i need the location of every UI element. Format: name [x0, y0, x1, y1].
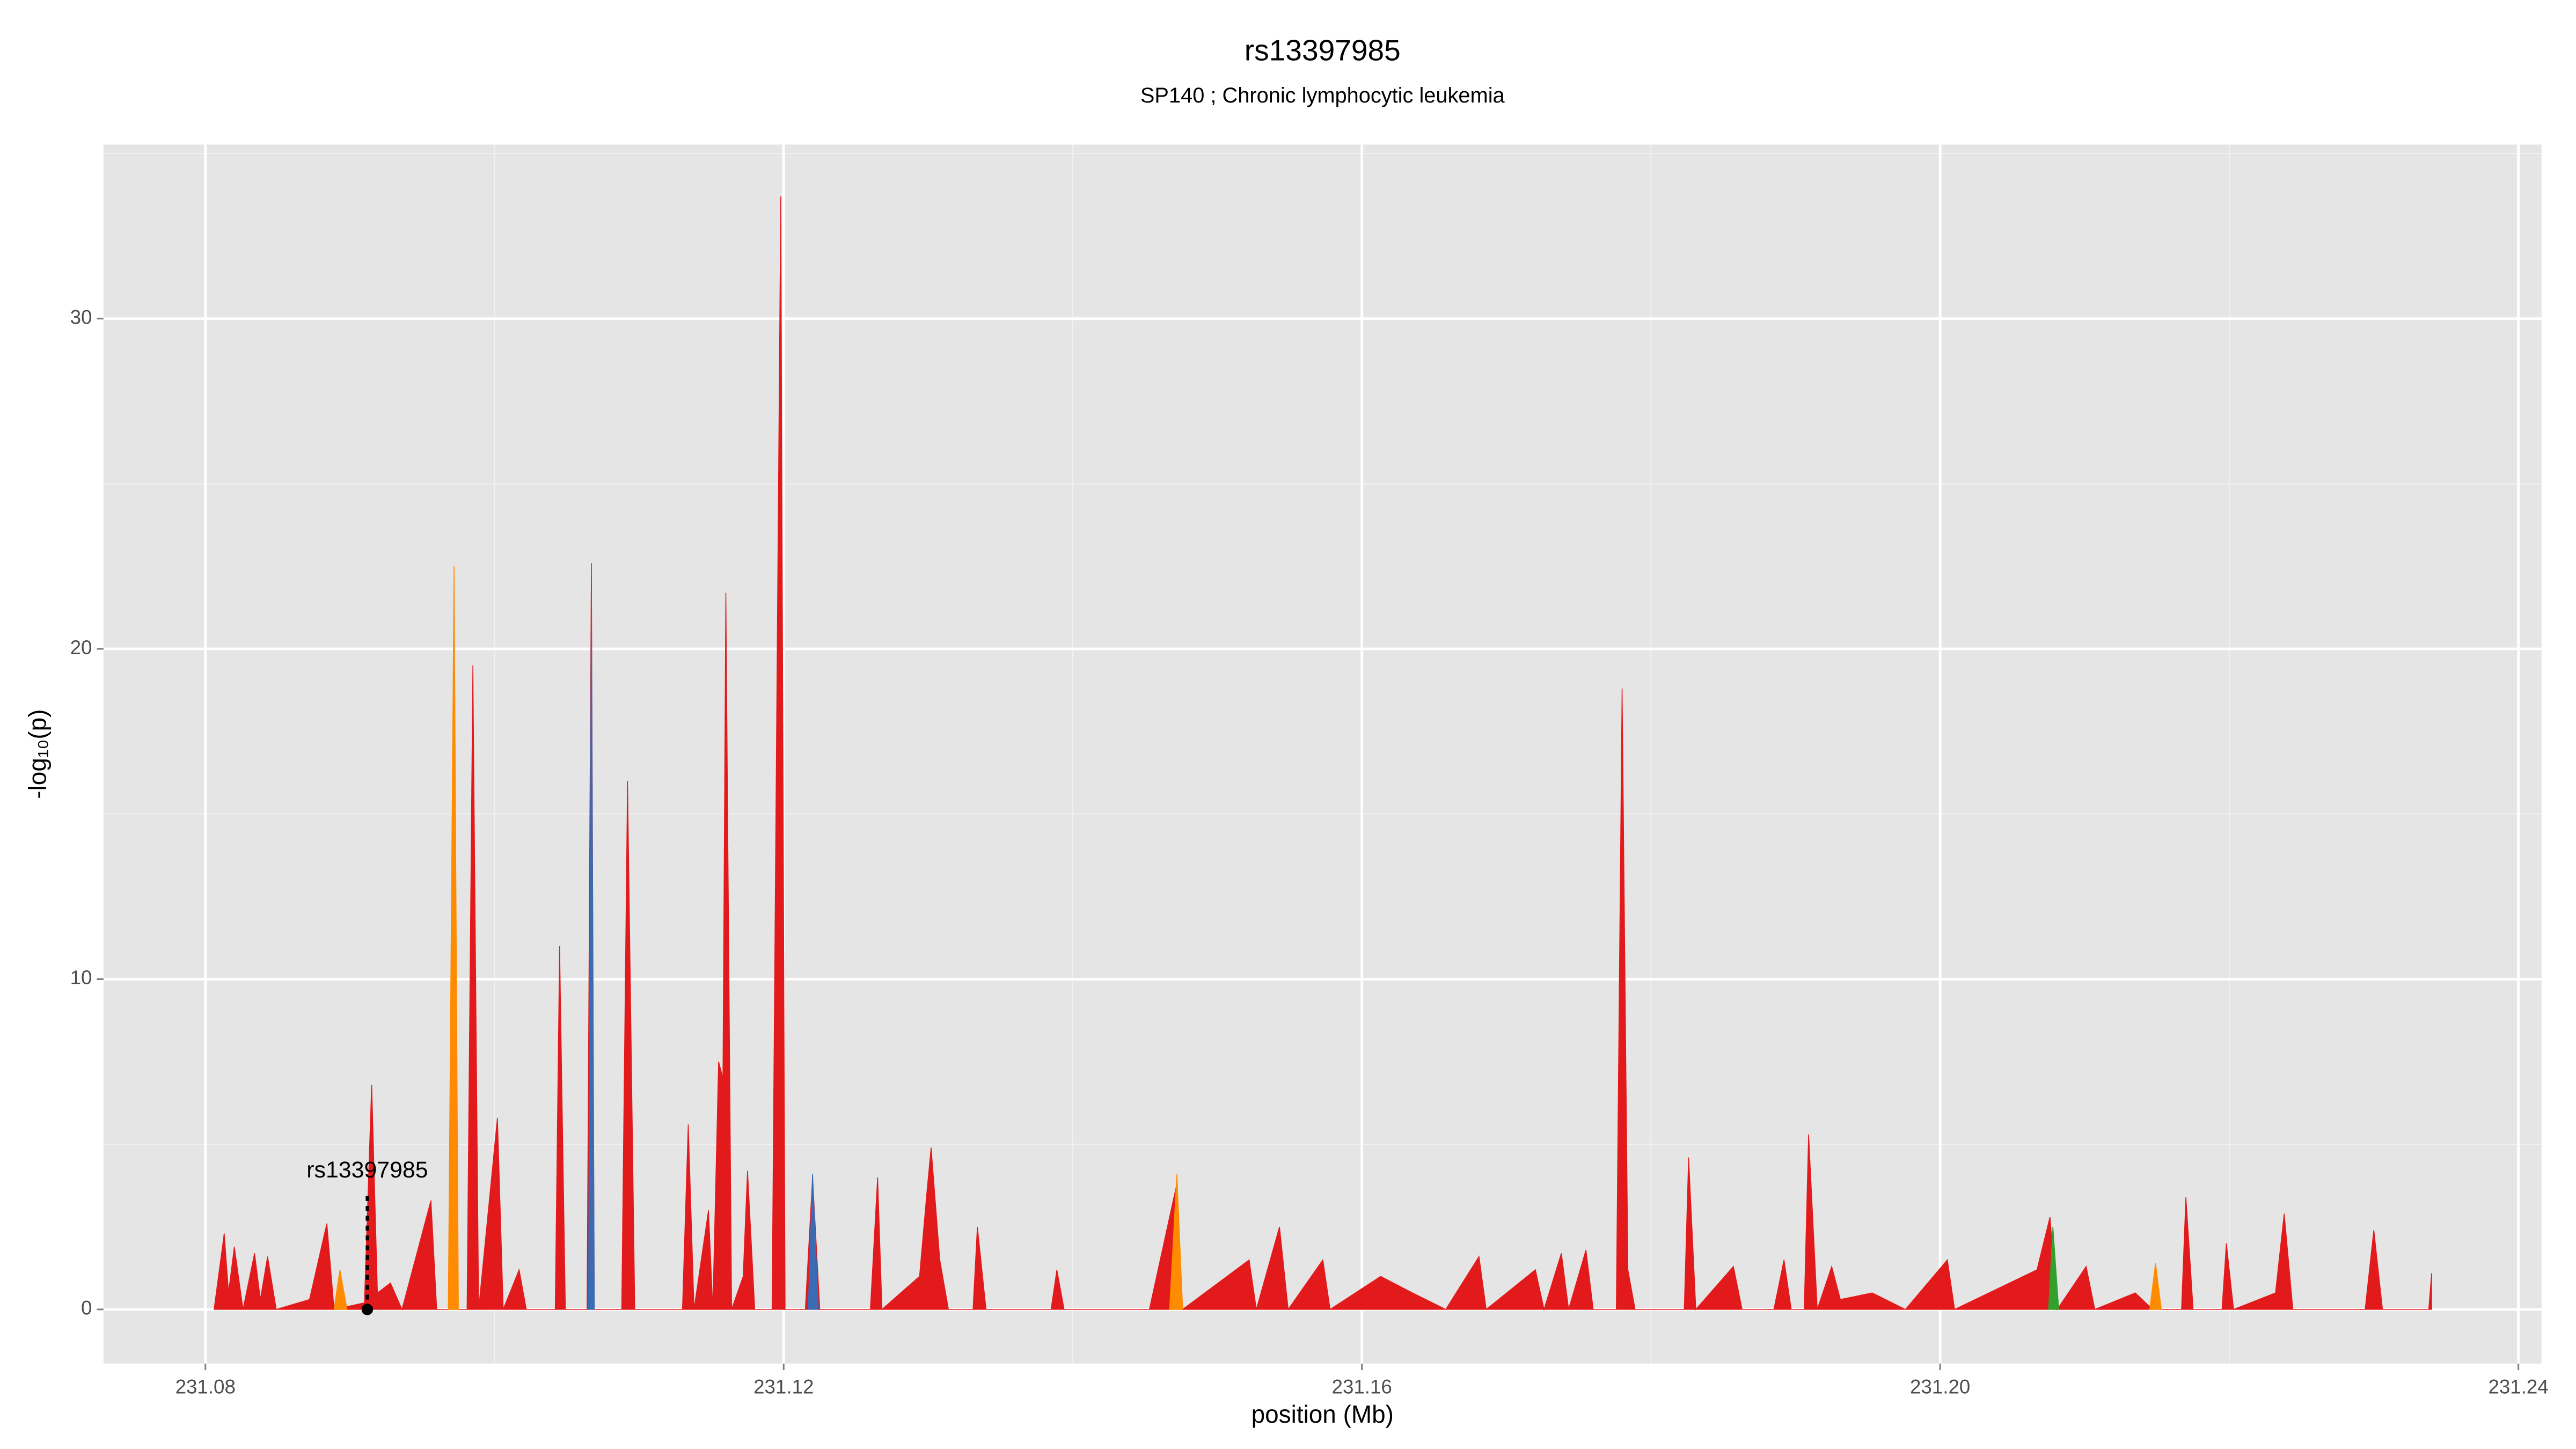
y-tick-label: 10	[70, 967, 92, 989]
chart-subtitle: SP140 ; Chronic lymphocytic leukemia	[1140, 84, 1505, 107]
area	[588, 589, 819, 1310]
x-tick-label: 231.12	[753, 1375, 814, 1397]
annotation-point	[361, 1304, 374, 1315]
plot-panel	[103, 144, 2542, 1364]
x-tick-label: 231.20	[1910, 1375, 1970, 1397]
y-tick-label: 30	[70, 306, 92, 328]
x-tick-label: 231.16	[1332, 1375, 1392, 1397]
area	[214, 196, 2432, 1311]
area	[333, 566, 2162, 1310]
area	[2048, 1226, 2059, 1310]
x-tick-label: 231.24	[2488, 1375, 2548, 1397]
chart-title: rs13397985	[1245, 34, 1401, 67]
y-tick-label: 0	[81, 1297, 92, 1319]
annotation-label: rs13397985	[306, 1157, 428, 1183]
x-axis-title: position (Mb)	[1252, 1400, 1394, 1428]
y-tick-label: 20	[70, 636, 92, 658]
x-tick-label: 231.08	[175, 1375, 236, 1397]
y-axis-title: -log₁₀(p)	[24, 709, 52, 799]
